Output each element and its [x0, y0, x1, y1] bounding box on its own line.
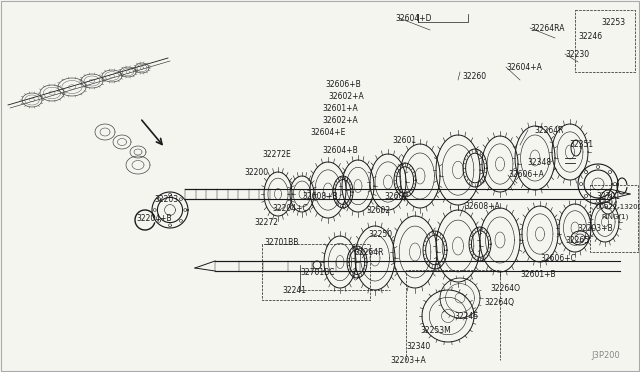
Text: 32253: 32253: [601, 18, 625, 27]
Text: 32204+C: 32204+C: [272, 204, 308, 213]
Text: 00922-13200: 00922-13200: [596, 204, 640, 210]
Text: 32272E: 32272E: [262, 150, 291, 159]
Text: 32204+B: 32204+B: [136, 214, 172, 223]
Text: 32602+A: 32602+A: [328, 92, 364, 101]
Text: 32241: 32241: [282, 286, 306, 295]
Text: 32602: 32602: [384, 192, 408, 201]
Text: 32348: 32348: [527, 158, 551, 167]
Text: 32260: 32260: [462, 72, 486, 81]
Text: 32264O: 32264O: [490, 284, 520, 293]
Text: 32601+A: 32601+A: [322, 104, 358, 113]
Text: 32264R: 32264R: [354, 248, 383, 257]
Text: 32602: 32602: [366, 206, 390, 215]
Text: 32608+A: 32608+A: [464, 202, 500, 211]
Text: 32606+C: 32606+C: [540, 254, 576, 263]
Text: 32608+B: 32608+B: [302, 192, 338, 201]
Text: J3P200: J3P200: [591, 351, 620, 360]
Text: 32203+A: 32203+A: [390, 356, 426, 365]
Text: 32601+B: 32601+B: [520, 270, 556, 279]
Text: 32203+B: 32203+B: [577, 224, 612, 233]
Text: 32606+A: 32606+A: [508, 170, 544, 179]
Text: 32701BC: 32701BC: [300, 268, 334, 277]
Text: 32264Q: 32264Q: [484, 298, 514, 307]
Text: 32604+A: 32604+A: [506, 63, 542, 72]
Text: 32264R: 32264R: [534, 126, 563, 135]
Text: 32272: 32272: [254, 218, 278, 227]
Text: 32246: 32246: [578, 32, 602, 41]
Text: 32606+B: 32606+B: [325, 80, 361, 89]
Text: 32604+B: 32604+B: [322, 146, 358, 155]
Text: 32602+A: 32602+A: [322, 116, 358, 125]
Text: 32701: 32701: [596, 192, 620, 201]
Text: 32601: 32601: [392, 136, 416, 145]
Text: RING(1): RING(1): [601, 214, 628, 221]
Text: 32200: 32200: [244, 168, 268, 177]
Text: 32250: 32250: [368, 230, 392, 239]
Text: 32340: 32340: [406, 342, 430, 351]
Text: 32245: 32245: [454, 312, 478, 321]
Text: 32264RA: 32264RA: [530, 24, 564, 33]
Text: 32351: 32351: [569, 140, 593, 149]
Text: 32230: 32230: [565, 50, 589, 59]
Text: 32203: 32203: [154, 195, 178, 204]
Text: 32701BB: 32701BB: [264, 238, 298, 247]
Text: 32265: 32265: [565, 236, 589, 245]
Text: 32604+D: 32604+D: [395, 14, 431, 23]
Text: 32253M: 32253M: [420, 326, 451, 335]
Text: 32604+E: 32604+E: [310, 128, 346, 137]
